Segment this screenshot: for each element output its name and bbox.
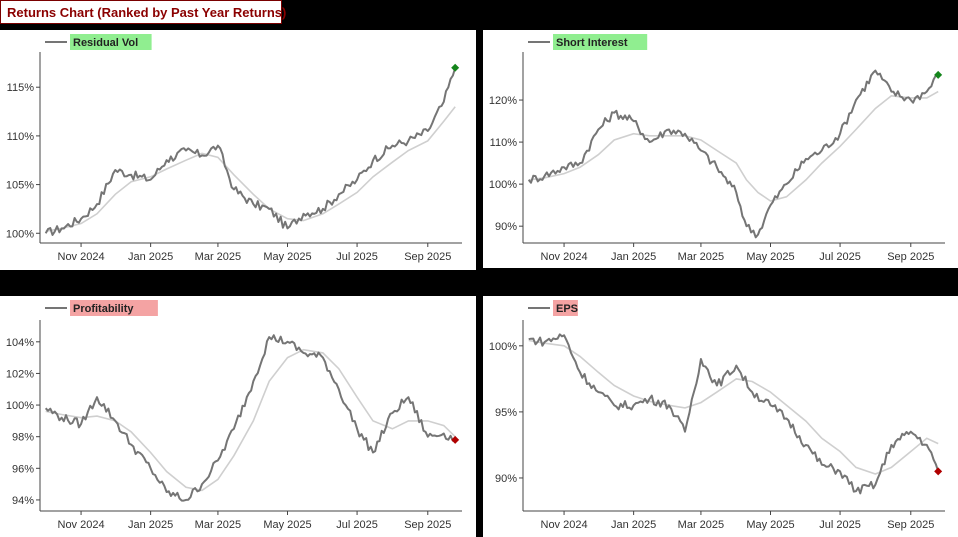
chart-title-box: Returns Chart (Ranked by Past Year Retur… [0,0,286,24]
short-interest-chart: 90% 100% 110% 120% Nov 2024 Jan 2025 Mar 2025 M… [489,34,945,263]
x-tick-label: Jul 2025 [336,519,378,531]
panel-short-interest: 90% 100% 110% 120% Nov 2024 Jan 2025 Mar 2025 M… [483,30,958,268]
y-tick-label: 96% [12,463,34,475]
return-series-line [44,67,457,236]
panel-residual-vol: 100% 105% 110% 115% Nov 2024 Jan 2025 Mar 2025… [0,30,476,270]
profitability-chart: 94% 96% 98% 100% 102% 104% Nov 2024 Jan 2025 Mar… [6,300,462,531]
x-tick-label: Sep 2025 [404,251,451,263]
legend-label: EPS [556,303,578,315]
legend-label-highlight [553,300,578,316]
residual-vol-chart: 100% 105% 110% 115% Nov 2024 Jan 2025 Mar 2025… [6,34,462,263]
x-tick-label: Mar 2025 [678,251,724,263]
legend-label-highlight [553,34,648,50]
panel-eps: 90% 95% 100% Nov 2024 Jan 2025 Mar 2025 May 20… [483,296,958,537]
y-tick-label: 100% [6,228,34,240]
x-tick-label: Nov 2024 [541,251,588,263]
legend-label: Short Interest [556,37,628,49]
x-tick-label: May 2025 [263,251,311,263]
x-tick-label: Nov 2024 [58,251,105,263]
y-tick-label: 105% [6,180,34,192]
moving-average-line [45,348,456,492]
x-tick-label: Nov 2024 [541,519,588,531]
x-tick-label: May 2025 [746,251,794,263]
x-tick-label: Jul 2025 [819,251,861,263]
x-tick-label: Jul 2025 [819,519,861,531]
x-tick-label: Jan 2025 [611,251,656,263]
y-tick-label: 100% [6,400,34,412]
end-point-marker [934,70,943,79]
moving-average-line [45,106,456,233]
x-tick-label: Jan 2025 [128,251,173,263]
return-series-line [44,334,456,502]
end-point-marker [934,467,943,476]
x-tick-label: Jan 2025 [611,519,656,531]
chart-title: Returns Chart (Ranked by Past Year Retur… [7,5,287,20]
legend-label: Residual Vol [73,37,138,49]
x-tick-label: Mar 2025 [195,519,241,531]
y-tick-label: 98% [12,432,34,444]
panel-profitability: 94% 96% 98% 100% 102% 104% Nov 2024 Jan 2025 Mar… [0,296,476,537]
y-tick-label: 94% [12,495,34,507]
y-tick-label: 115% [7,82,35,94]
y-tick-label: 110% [7,131,35,143]
y-tick-label: 102% [6,368,34,380]
x-tick-label: Mar 2025 [195,251,241,263]
return-series-line [527,69,939,239]
y-tick-label: 120% [489,95,517,107]
y-tick-label: 100% [489,341,517,353]
x-tick-label: Sep 2025 [404,519,451,531]
y-tick-label: 90% [495,221,517,233]
moving-average-line [528,339,939,475]
y-tick-label: 95% [495,407,517,419]
x-tick-label: Nov 2024 [58,519,105,531]
y-tick-label: 110% [490,137,518,149]
legend-label-highlight [70,34,152,50]
y-tick-label: 100% [489,179,517,191]
x-tick-label: Jan 2025 [128,519,173,531]
x-tick-label: May 2025 [746,519,794,531]
y-tick-label: 90% [495,473,517,485]
x-tick-label: May 2025 [263,519,311,531]
end-point-marker [451,63,460,72]
x-tick-label: Mar 2025 [678,519,724,531]
return-series-line [528,333,940,495]
x-tick-label: Jul 2025 [336,251,378,263]
legend-label-highlight [70,300,158,316]
x-tick-label: Sep 2025 [887,251,934,263]
x-tick-label: Sep 2025 [887,519,934,531]
moving-average-line [528,90,939,202]
end-point-marker [451,435,460,444]
y-tick-label: 104% [6,337,34,349]
eps-chart: 90% 95% 100% Nov 2024 Jan 2025 Mar 2025 May 20… [489,300,945,531]
legend-label: Profitability [73,303,134,315]
